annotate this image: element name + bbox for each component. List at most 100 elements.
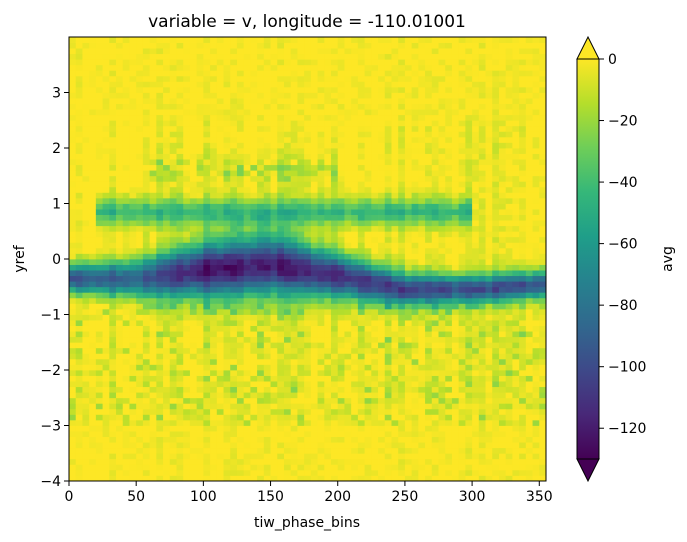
- heatmap-cell: [163, 142, 171, 149]
- heatmap-cell: [438, 408, 446, 415]
- heatmap-cell: [404, 75, 413, 82]
- heatmap-cell: [337, 209, 345, 215]
- heatmap-cell: [203, 225, 211, 232]
- heatmap-cell: [317, 270, 325, 277]
- heatmap-cell: [425, 286, 433, 293]
- heatmap-cell: [183, 214, 191, 221]
- heatmap-cell: [438, 86, 446, 93]
- heatmap-cell: [196, 303, 204, 310]
- heatmap-cell: [324, 114, 332, 121]
- heatmap-cell: [431, 275, 439, 282]
- heatmap-cell: [331, 358, 339, 365]
- heatmap-cell: [75, 114, 83, 121]
- heatmap-cell: [216, 98, 224, 104]
- heatmap-cell: [324, 131, 332, 138]
- heatmap-cell: [317, 458, 325, 465]
- heatmap-cell: [236, 403, 245, 410]
- heatmap-cell: [243, 236, 251, 243]
- heatmap-cell: [337, 469, 345, 476]
- heatmap-cell: [344, 231, 352, 238]
- heatmap-cell: [82, 242, 90, 249]
- heatmap-cell: [277, 192, 285, 199]
- heatmap-cell: [142, 103, 151, 110]
- heatmap-cell: [418, 270, 426, 277]
- heatmap-cell: [445, 86, 453, 93]
- heatmap-cell: [102, 120, 110, 127]
- heatmap-cell: [378, 242, 386, 249]
- heatmap-cell: [371, 220, 379, 227]
- heatmap-cell: [82, 142, 90, 149]
- heatmap-cell: [183, 308, 191, 315]
- heatmap-cell: [142, 275, 151, 282]
- heatmap-cell: [445, 59, 453, 66]
- heatmap-cell: [324, 175, 332, 182]
- heatmap-cell: [438, 386, 446, 393]
- heatmap-cell: [465, 308, 473, 315]
- heatmap-cell: [156, 247, 164, 254]
- heatmap-cell: [109, 447, 117, 454]
- heatmap-cell: [142, 175, 151, 182]
- heatmap-cell: [478, 142, 486, 149]
- heatmap-cell: [465, 364, 473, 371]
- heatmap-cell: [102, 259, 110, 265]
- heatmap-cell: [250, 270, 258, 277]
- heatmap-cell: [116, 364, 124, 371]
- heatmap-cell: [310, 464, 318, 471]
- heatmap-cell: [324, 308, 332, 315]
- heatmap-cell: [357, 425, 366, 432]
- heatmap-cell: [142, 303, 151, 310]
- heatmap-cell: [210, 408, 218, 415]
- heatmap-cell: [75, 159, 83, 166]
- heatmap-cell: [290, 70, 298, 77]
- heatmap-cell: [337, 447, 345, 454]
- heatmap-cell: [270, 286, 278, 293]
- heatmap-cell: [89, 175, 97, 182]
- heatmap-cell: [384, 475, 392, 482]
- heatmap-cell: [351, 425, 359, 432]
- heatmap-cell: [69, 358, 77, 365]
- heatmap-cell: [283, 297, 292, 304]
- heatmap-cell: [371, 175, 379, 182]
- heatmap-cell: [357, 203, 366, 210]
- heatmap-cell: [189, 220, 198, 227]
- heatmap-cell: [183, 175, 191, 182]
- heatmap-cell: [216, 475, 224, 482]
- heatmap-cell: [438, 220, 446, 227]
- heatmap-cell: [230, 70, 238, 77]
- heatmap-cell: [451, 120, 460, 127]
- heatmap-cell: [270, 120, 278, 127]
- heatmap-cell: [297, 408, 305, 415]
- heatmap-cell: [69, 281, 77, 288]
- heatmap-cell: [82, 53, 90, 60]
- heatmap-cell: [230, 314, 238, 321]
- heatmap-cell: [472, 442, 480, 449]
- heatmap-cell: [451, 314, 460, 321]
- heatmap-cell: [331, 92, 339, 99]
- heatmap-cell: [243, 42, 251, 49]
- heatmap-cell: [95, 442, 103, 449]
- heatmap-cell: [89, 442, 97, 449]
- heatmap-cell: [351, 109, 359, 116]
- heatmap-cell: [324, 453, 332, 460]
- heatmap-cell: [458, 120, 466, 127]
- heatmap-cell: [75, 464, 83, 471]
- heatmap-cell: [324, 464, 332, 471]
- heatmap-cell: [485, 325, 493, 332]
- heatmap-cell: [203, 231, 211, 238]
- heatmap-cell: [156, 347, 164, 354]
- heatmap-cell: [425, 442, 433, 449]
- heatmap-cell: [257, 109, 265, 116]
- heatmap-cell: [116, 270, 124, 277]
- heatmap-cell: [317, 375, 325, 382]
- heatmap-cell: [371, 86, 379, 93]
- heatmap-cell: [364, 125, 372, 132]
- heatmap-cell: [411, 242, 419, 249]
- heatmap-cell: [75, 397, 83, 404]
- heatmap-cell: [122, 92, 130, 99]
- heatmap-cell: [451, 236, 460, 243]
- heatmap-cell: [297, 170, 305, 177]
- heatmap-cell: [75, 469, 83, 476]
- heatmap-cell: [364, 303, 372, 310]
- heatmap-cell: [230, 142, 238, 149]
- heatmap-cell: [250, 37, 258, 43]
